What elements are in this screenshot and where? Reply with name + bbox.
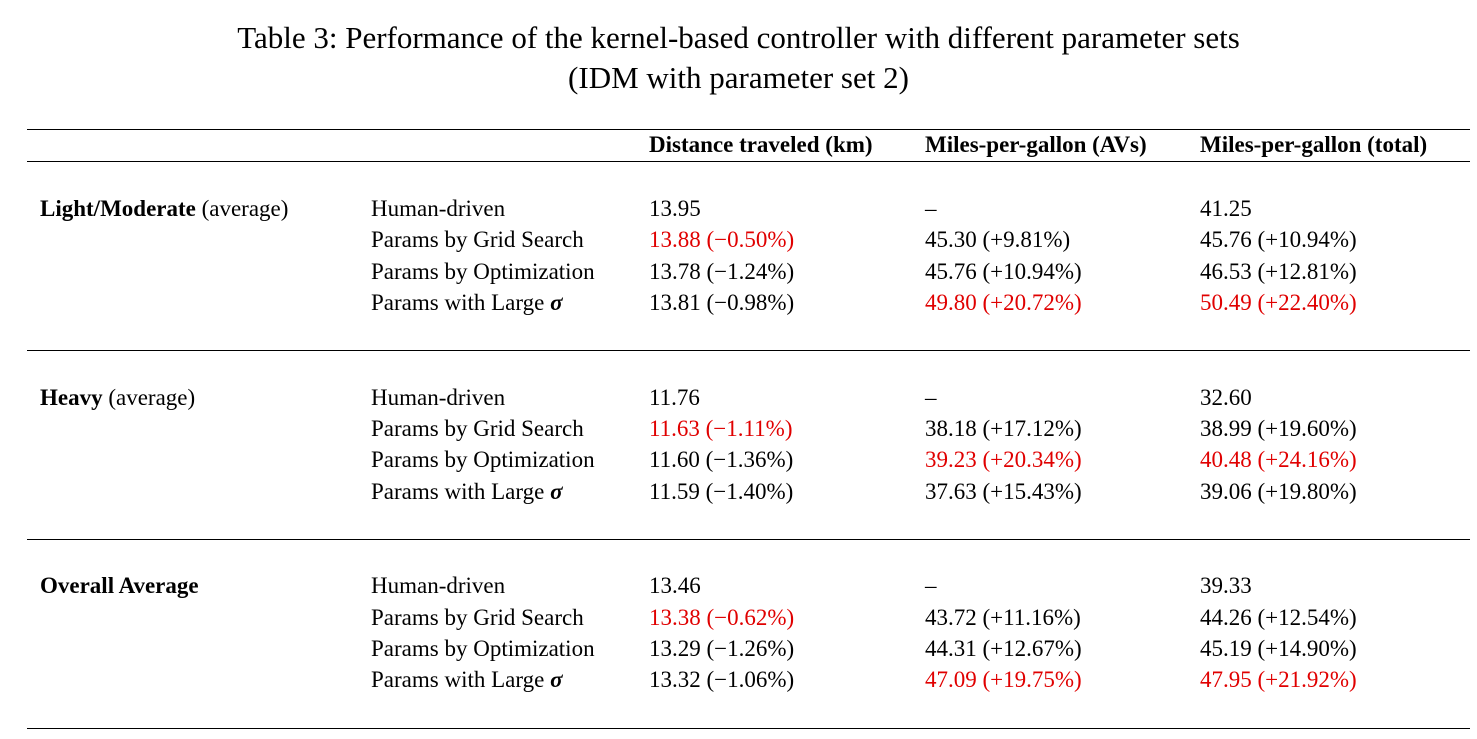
mpg-total-value: 41.25 (1200, 196, 1252, 221)
method-label: Params by Grid Search (371, 416, 584, 441)
header-rule (27, 161, 1470, 162)
distance-value: 11.76 (649, 385, 700, 410)
mpg-av-value: – (925, 196, 937, 221)
mpg-total-value-highlight: 47.95 (+21.92%) (1200, 667, 1357, 692)
header-distance: Distance traveled (km) (649, 132, 873, 157)
header-mpg-avs: Miles-per-gallon (AVs) (925, 132, 1147, 157)
mpg-av-value: 45.76 (+10.94%) (925, 259, 1082, 284)
sigma-symbol: σ (550, 479, 563, 504)
method-label: Params with Large σ (371, 479, 563, 504)
group-rule (27, 539, 1470, 540)
mpg-total-value: 39.33 (1200, 573, 1252, 598)
method-label: Params by Optimization (371, 636, 595, 661)
table-caption-subtitle: (IDM with parameter set 2) (568, 60, 909, 95)
method-label: Params with Large σ (371, 667, 563, 692)
mpg-total-value: 45.19 (+14.90%) (1200, 636, 1357, 661)
method-label: Params by Grid Search (371, 227, 584, 252)
distance-value: 13.46 (649, 573, 701, 598)
group-label-light-moderate: Light/Moderate (average) (40, 196, 289, 221)
table-caption-title: Table 3: Performance of the kernel-based… (237, 20, 1240, 55)
top-rule (27, 129, 1470, 130)
mpg-total-value-highlight: 50.49 (+22.40%) (1200, 290, 1357, 315)
distance-value: 13.29 (−1.26%) (649, 636, 795, 661)
method-label: Human-driven (371, 385, 506, 410)
mpg-av-value: 37.63 (+15.43%) (925, 479, 1082, 504)
distance-value-highlight: 13.88 (−0.50%) (649, 227, 795, 252)
distance-value: 11.59 (−1.40%) (649, 479, 794, 504)
mpg-total-value: 38.99 (+19.60%) (1200, 416, 1357, 441)
header-mpg-total: Miles-per-gallon (total) (1200, 132, 1428, 157)
mpg-av-value-highlight: 47.09 (+19.75%) (925, 667, 1082, 692)
distance-value: 13.95 (649, 196, 701, 221)
mpg-total-value: 45.76 (+10.94%) (1200, 227, 1357, 252)
mpg-av-value: 44.31 (+12.67%) (925, 636, 1082, 661)
distance-value: 13.81 (−0.98%) (649, 290, 795, 315)
mpg-total-value: 44.26 (+12.54%) (1200, 605, 1357, 630)
group-label-overall-average: Overall Average (40, 573, 199, 598)
mpg-total-value-highlight: 40.48 (+24.16%) (1200, 447, 1357, 472)
sigma-symbol: σ (550, 290, 563, 315)
mpg-total-value: 32.60 (1200, 385, 1252, 410)
mpg-av-value: 43.72 (+11.16%) (925, 605, 1081, 630)
bottom-rule (27, 728, 1470, 729)
mpg-total-value: 39.06 (+19.80%) (1200, 479, 1357, 504)
sigma-symbol: σ (550, 667, 563, 692)
method-label: Params by Optimization (371, 259, 595, 284)
group-label-heavy: Heavy (average) (40, 385, 196, 410)
mpg-av-value: – (925, 573, 937, 598)
method-label: Params by Grid Search (371, 605, 584, 630)
mpg-av-value: 45.30 (+9.81%) (925, 227, 1071, 252)
distance-value: 13.78 (−1.24%) (649, 259, 795, 284)
mpg-av-value-highlight: 49.80 (+20.72%) (925, 290, 1082, 315)
distance-value-highlight: 13.38 (−0.62%) (649, 605, 795, 630)
distance-value: 11.60 (−1.36%) (649, 447, 794, 472)
mpg-av-value: – (925, 385, 937, 410)
method-label: Human-driven (371, 573, 506, 598)
method-label: Params by Optimization (371, 447, 595, 472)
distance-value: 13.32 (−1.06%) (649, 667, 795, 692)
mpg-av-value: 38.18 (+17.12%) (925, 416, 1082, 441)
mpg-total-value: 46.53 (+12.81%) (1200, 259, 1357, 284)
method-label: Human-driven (371, 196, 506, 221)
method-label: Params with Large σ (371, 290, 563, 315)
distance-value-highlight: 11.63 (−1.11%) (649, 416, 793, 441)
mpg-av-value-highlight: 39.23 (+20.34%) (925, 447, 1082, 472)
group-rule (27, 350, 1470, 351)
